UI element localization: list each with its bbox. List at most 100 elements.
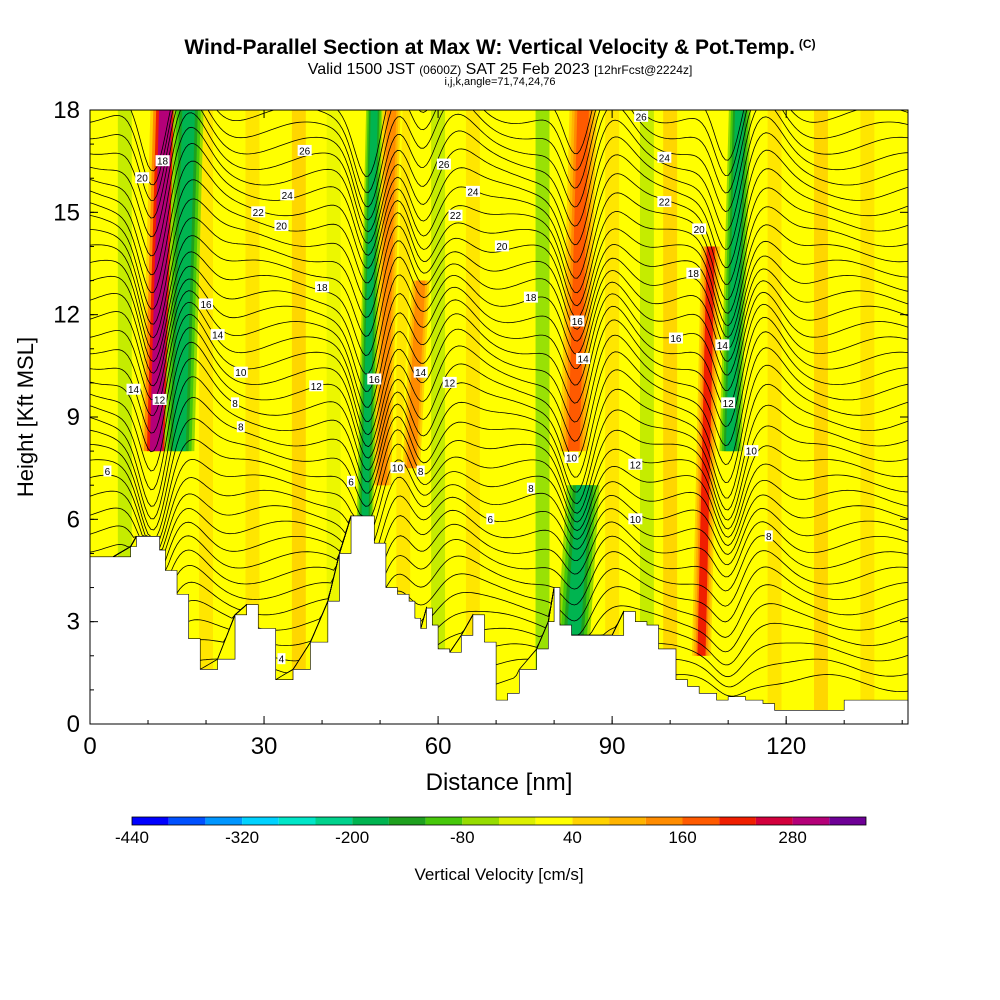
isentrope-line xyxy=(90,313,908,436)
colorbar-tick-label: -200 xyxy=(335,828,369,847)
contour-label-text: 14 xyxy=(578,355,590,366)
contour-label: 22 xyxy=(657,196,672,209)
contour-label-text: 8 xyxy=(232,399,238,410)
contour-label-text: 8 xyxy=(418,467,424,478)
contour-label-bg xyxy=(236,421,245,433)
contour-label-text: 8 xyxy=(766,532,772,543)
y-tick-label: 3 xyxy=(67,609,80,636)
contour-label: 14 xyxy=(413,366,428,379)
contour-label-text: 14 xyxy=(717,341,729,352)
contour-label-bg xyxy=(152,393,167,405)
contour-label-text: 14 xyxy=(128,385,140,396)
contour-label: 10 xyxy=(628,513,643,526)
contour-label-text: 6 xyxy=(348,477,354,488)
contour-label: 16 xyxy=(668,332,683,345)
contour-label-bg xyxy=(347,475,356,487)
contour-label-bg xyxy=(564,451,579,463)
colorbar-swatch xyxy=(278,817,316,825)
isentrope-line xyxy=(90,251,908,362)
contour-label: 12 xyxy=(152,393,167,406)
contour-label: 8 xyxy=(231,397,240,410)
field-band xyxy=(465,110,480,724)
contour-label-bg xyxy=(494,240,509,252)
contour-label: 10 xyxy=(233,366,248,379)
colorbar-swatch xyxy=(792,817,830,825)
isentrope-line xyxy=(90,515,908,623)
contour-label: 20 xyxy=(692,223,707,236)
contour-label-text: 12 xyxy=(154,395,166,406)
velocity-field xyxy=(90,110,908,724)
contour-label-bg xyxy=(657,151,672,163)
field-band xyxy=(326,110,341,724)
contour-label-bg xyxy=(486,513,495,525)
contour-label: 20 xyxy=(135,172,150,185)
colorbar-swatch xyxy=(315,817,353,825)
colorbar-swatch xyxy=(682,817,720,825)
contour-label: 22 xyxy=(448,209,463,222)
isentrope-line xyxy=(90,142,908,276)
contour-label-bg xyxy=(692,223,707,235)
contour-label-text: 18 xyxy=(525,293,537,304)
downdraft-core xyxy=(566,485,591,636)
colorbar-tick-label: -320 xyxy=(225,828,259,847)
contour-label-bg xyxy=(155,155,170,167)
chart-subtitle: Valid 1500 JST (0600Z) SAT 25 Feb 2023 [… xyxy=(0,61,1000,79)
isentrope-line xyxy=(90,112,908,238)
contour-label-bg xyxy=(126,383,141,395)
contour-label-bg xyxy=(721,397,736,409)
contour-label-bg xyxy=(570,315,585,327)
contour-label-text: 6 xyxy=(488,515,494,526)
contour-label-text: 16 xyxy=(200,300,212,311)
colorbar-swatch xyxy=(242,817,279,825)
contour-label-text: 26 xyxy=(438,160,450,171)
colorbar-frame xyxy=(131,816,867,826)
chart-title: Wind-Parallel Section at Max W: Vertical… xyxy=(0,36,1000,60)
contour-label-bg xyxy=(231,397,240,409)
isentrope-line xyxy=(90,290,908,408)
contour-label-bg xyxy=(103,465,112,477)
isentrope-line xyxy=(90,493,908,555)
contour-label: 8 xyxy=(236,421,245,434)
contour-label: 10 xyxy=(744,445,759,458)
x-axis-label: Distance [nm] xyxy=(426,769,573,796)
isentrope-line xyxy=(90,418,908,531)
subtitle-valid: Valid 1500 JST xyxy=(307,61,415,78)
colorbar-swatch xyxy=(755,817,793,825)
isentrope-line xyxy=(90,458,908,544)
contour-label-bg xyxy=(390,462,405,474)
colorbar-swatch xyxy=(645,817,683,825)
axes: 0 30 60 90 120 0 3 6 9 12 15 18 Distance [nm] Height … xyxy=(13,97,909,796)
colorbar-swatch xyxy=(462,817,499,825)
x-tick-label: 60 xyxy=(425,733,452,760)
contour-label-bg xyxy=(744,445,759,457)
updraft-core xyxy=(568,110,589,452)
contour-label-text: 14 xyxy=(212,331,224,342)
contour-label-text: 20 xyxy=(137,174,149,185)
contour-label-text: 20 xyxy=(276,221,288,232)
contour-label-text: 10 xyxy=(392,464,404,475)
contour-label-bg xyxy=(668,332,683,344)
isentrope-line xyxy=(90,301,908,423)
colorbar-swatch xyxy=(829,817,866,825)
colorbar-swatch xyxy=(609,817,646,825)
field-band xyxy=(814,110,828,724)
field-band xyxy=(222,110,237,724)
contour-label-text: 10 xyxy=(746,447,758,458)
contour-label-bg xyxy=(277,653,286,665)
contour-label: 18 xyxy=(686,267,701,280)
contour-label-bg xyxy=(715,339,730,351)
isentrope-line xyxy=(90,198,908,325)
isentrope-line xyxy=(90,235,908,351)
contour-label: 18 xyxy=(315,281,330,294)
contour-label-text: 10 xyxy=(235,368,247,379)
contour-label: 22 xyxy=(251,206,266,219)
isentrope-line xyxy=(90,476,908,549)
isentrope-line xyxy=(90,515,908,638)
contour-label-text: 14 xyxy=(415,368,427,379)
contour-label: 16 xyxy=(199,298,214,311)
terrain-profile xyxy=(90,515,908,724)
y-tick-label: 0 xyxy=(67,711,80,738)
contour-label: 8 xyxy=(416,465,425,478)
contour-label-text: 8 xyxy=(238,423,244,434)
isentrope-line xyxy=(90,110,908,208)
